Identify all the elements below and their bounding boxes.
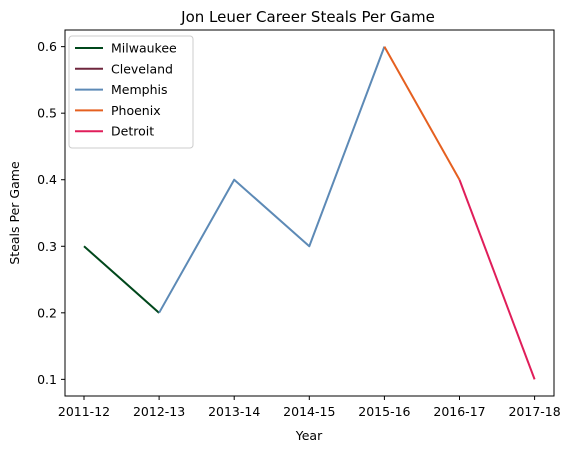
legend-label: Milwaukee <box>111 41 177 56</box>
x-tick-label: 2014-15 <box>283 404 335 419</box>
y-tick-label: 0.3 <box>37 239 57 254</box>
series-line-phoenix <box>383 46 461 181</box>
legend: Milwaukee Cleveland Memphis Phoenix Detroit <box>68 35 194 149</box>
x-tick-label: 2017-18 <box>508 404 560 419</box>
chart-title: Jon Leuer Career Steals Per Game <box>180 8 435 26</box>
x-tick-label: 2012-13 <box>133 404 185 419</box>
x-tick-label: 2015-16 <box>358 404 410 419</box>
series-line-memphis <box>158 46 386 314</box>
y-tick-label: 0.5 <box>37 106 57 121</box>
legend-label: Detroit <box>111 124 154 139</box>
series-line-milwaukee <box>83 245 160 314</box>
y-axis: 0.1 0.2 0.3 0.4 0.5 0.6 <box>37 39 65 387</box>
x-tick-label: 2013-14 <box>208 404 260 419</box>
legend-label: Memphis <box>111 82 168 97</box>
x-axis: 2011-12 2012-13 2013-14 2014-15 2015-16 2016-… <box>58 396 561 419</box>
y-tick-label: 0.4 <box>37 172 57 187</box>
y-axis-title: Steals Per Game <box>7 161 22 265</box>
series-lines <box>83 46 536 380</box>
y-tick-label: 0.1 <box>37 372 57 387</box>
x-tick-label: 2016-17 <box>433 404 485 419</box>
legend-label: Cleveland <box>111 61 173 76</box>
legend-box <box>68 35 194 149</box>
y-tick-label: 0.2 <box>37 305 57 320</box>
series-line-detroit <box>458 179 536 380</box>
legend-label: Phoenix <box>111 103 161 118</box>
x-axis-title: Year <box>295 428 323 443</box>
y-tick-label: 0.6 <box>37 39 57 54</box>
x-tick-label: 2011-12 <box>58 404 110 419</box>
